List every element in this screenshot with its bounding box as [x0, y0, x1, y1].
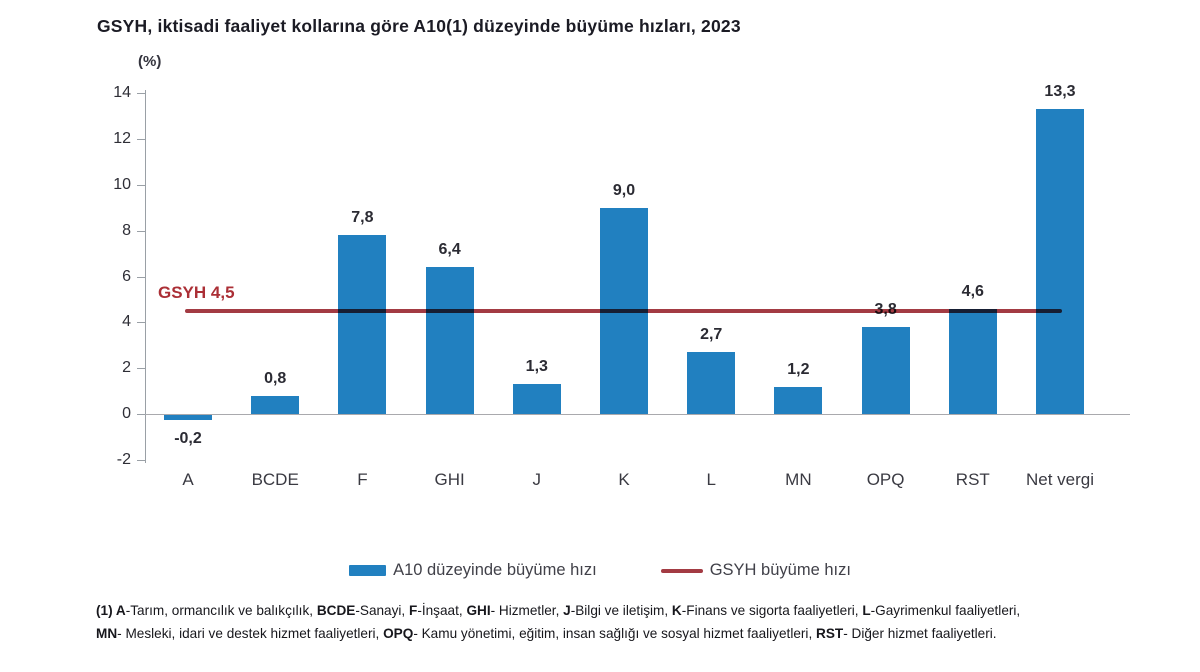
footnote: (1) A-Tarım, ormancılık ve balıkçılık, B…	[96, 599, 1148, 645]
x-axis-category-label: A	[182, 470, 194, 489]
x-axis-category-label: BCDE	[251, 470, 299, 489]
x-axis-category-label: RST	[955, 470, 990, 489]
gsyh-reference-label: GSYH 4,5	[158, 283, 235, 302]
x-axis-baseline	[145, 414, 1130, 416]
y-axis-tick-label: 10	[113, 175, 131, 193]
y-axis-tick-label: -2	[116, 451, 131, 468]
y-axis-tick	[137, 93, 145, 94]
y-axis-tick-label: 4	[122, 313, 131, 331]
bar-value-label: 13,3	[1044, 83, 1076, 101]
y-axis-tick	[137, 230, 145, 232]
y-axis-tick-label: 12	[113, 129, 131, 147]
y-axis-tick-label: 6	[122, 267, 131, 285]
x-axis-category-label: L	[706, 470, 716, 489]
y-axis-line	[145, 90, 146, 463]
bar-MN	[774, 386, 823, 415]
bar-swatch-icon	[349, 565, 387, 576]
bar-J	[512, 384, 561, 415]
x-axis-category-label: MN	[785, 470, 812, 489]
unit-label: (%)	[138, 53, 162, 70]
y-axis-tick	[137, 322, 145, 324]
bar-value-label: 1,3	[525, 358, 548, 376]
x-axis-category-label: J	[532, 470, 542, 489]
bar-A	[164, 415, 212, 420]
x-axis-category-label: F	[357, 470, 368, 489]
y-axis-tick-label: 8	[122, 221, 131, 239]
bar-RST	[948, 308, 997, 415]
legend-item-gsyh: GSYH büyüme hızı	[660, 561, 851, 580]
y-axis-tick-label: 2	[122, 359, 131, 377]
line-swatch-icon	[660, 568, 703, 573]
bar-OPQ	[861, 326, 910, 415]
chart-title: GSYH, iktisadi faaliyet kollarına göre A…	[97, 16, 741, 36]
bar-value-label: 0,8	[264, 369, 287, 387]
x-axis-category-label: GHI	[434, 470, 465, 489]
bar-Net-vergi	[1036, 109, 1084, 415]
x-axis-category-label: Net vergi	[1025, 470, 1095, 489]
bar-value-label: 6,4	[438, 241, 461, 259]
y-axis-tick	[137, 276, 145, 278]
footnote-line: (1) A-Tarım, ormancılık ve balıkçılık, B…	[96, 603, 1021, 618]
legend-label-a10: A10 düzeyinde büyüme hızı	[393, 561, 597, 579]
bar-BCDE	[251, 395, 300, 415]
y-axis-tick	[137, 184, 145, 186]
bar-value-label: 2,7	[700, 326, 723, 344]
bar-value-label: 9,0	[612, 181, 636, 199]
footnote-line: MN- Mesleki, idari ve destek hizmet faal…	[96, 626, 997, 641]
y-axis-tick-label: 0	[122, 405, 131, 423]
bar-L	[687, 352, 736, 415]
bar-GHI	[425, 267, 474, 415]
x-axis-category-label: OPQ	[866, 470, 905, 489]
x-axis-category-label: K	[618, 470, 630, 489]
gsyh-reference-line	[185, 308, 1062, 313]
legend-item-a10: A10 düzeyinde büyüme hızı	[349, 561, 597, 580]
y-axis-tick	[137, 414, 145, 416]
bar-value-label: -0,2	[174, 429, 202, 447]
legend-label-gsyh: GSYH büyüme hızı	[709, 561, 851, 579]
legend: A10 düzeyinde büyüme hızı GSYH büyüme hı…	[0, 561, 1200, 580]
y-axis-tick-label: 14	[113, 84, 131, 101]
bar-value-label: 7,8	[351, 209, 374, 227]
y-axis-tick	[137, 460, 145, 461]
y-axis-tick	[137, 368, 145, 370]
y-axis-tick	[137, 138, 145, 140]
bar-value-label: 4,6	[961, 282, 984, 300]
bar-value-label: 1,2	[787, 360, 810, 378]
bar-F	[338, 235, 387, 415]
